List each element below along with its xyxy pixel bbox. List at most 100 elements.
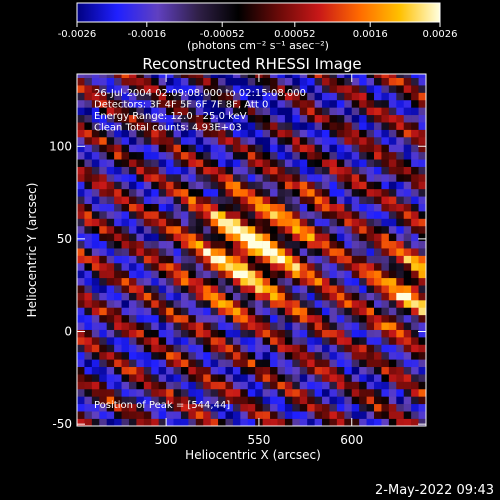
heatmap-cell xyxy=(143,151,152,160)
heatmap-cell xyxy=(99,225,108,234)
heatmap-cell xyxy=(99,359,108,368)
heatmap-cell xyxy=(418,129,426,138)
heatmap-cell xyxy=(374,188,382,197)
heatmap-cell xyxy=(284,300,293,308)
heatmap-cell xyxy=(277,144,286,153)
heatmap-cell xyxy=(284,122,293,130)
heatmap-cell xyxy=(388,129,397,138)
heatmap-cell xyxy=(307,181,315,190)
heatmap-cell xyxy=(143,300,152,308)
heatmap-cell xyxy=(255,218,263,227)
heatmap-cell xyxy=(121,144,130,153)
heatmap-cell xyxy=(84,262,93,271)
heatmap-cell xyxy=(173,248,182,256)
heatmap-cell xyxy=(374,388,382,397)
heatmap-cell xyxy=(270,144,278,153)
heatmap-cell xyxy=(77,329,85,338)
heatmap-cell xyxy=(284,366,293,375)
heatmap-cell xyxy=(284,285,293,293)
heatmap-cell xyxy=(403,136,412,145)
heatmap-cell xyxy=(411,314,419,323)
heatmap-cell xyxy=(284,277,293,286)
heatmap-cell xyxy=(329,218,338,227)
heatmap-cell xyxy=(195,181,204,190)
heatmap-cell xyxy=(84,196,93,204)
heatmap-cell xyxy=(218,366,226,375)
heatmap-cell xyxy=(255,174,263,182)
annotation-line: Detectors: 3F 4F 5F 6F 7F 8F, Att 0 xyxy=(94,100,268,111)
heatmap-cell xyxy=(359,218,367,227)
heatmap-cell xyxy=(188,240,197,249)
heatmap-cell xyxy=(188,374,197,382)
heatmap-cell xyxy=(366,203,375,212)
heatmap-cell xyxy=(388,255,397,264)
heatmap-cell xyxy=(292,174,301,182)
heatmap-cell xyxy=(151,337,159,345)
heatmap-cell xyxy=(225,388,234,397)
heatmap-cell xyxy=(418,196,426,204)
heatmap-cell xyxy=(314,366,323,375)
heatmap-cell xyxy=(114,174,122,182)
heatmap-cell xyxy=(411,366,419,375)
heatmap-cell xyxy=(151,218,159,227)
heatmap-cell xyxy=(84,344,93,353)
heatmap-cell xyxy=(388,151,397,160)
annotation-line: Clean Total counts: 4.93E+03 xyxy=(94,123,242,134)
heatmap-cell xyxy=(143,92,152,101)
heatmap-cell xyxy=(359,388,367,397)
heatmap-cell xyxy=(151,114,159,123)
heatmap-cell xyxy=(166,174,174,182)
heatmap-cell xyxy=(359,203,367,212)
heatmap-cell xyxy=(232,396,241,405)
heatmap-cell xyxy=(77,270,85,279)
heatmap-cell xyxy=(366,144,375,153)
heatmap-cell xyxy=(262,403,271,412)
heatmap-cell xyxy=(151,262,159,271)
heatmap-cell xyxy=(336,359,345,368)
heatmap-cell xyxy=(307,366,315,375)
heatmap-cell xyxy=(374,396,382,405)
heatmap-cell xyxy=(180,403,189,412)
heatmap-cell xyxy=(322,99,330,108)
heatmap-cell xyxy=(99,114,108,123)
heatmap-cell xyxy=(143,277,152,286)
heatmap-cell xyxy=(180,314,189,323)
heatmap-cell xyxy=(270,107,278,116)
heatmap-cell xyxy=(336,85,345,93)
heatmap-cell xyxy=(158,322,167,330)
heatmap-cell xyxy=(114,262,122,271)
heatmap-cell xyxy=(203,344,211,353)
heatmap-cell xyxy=(307,322,315,330)
heatmap-cell xyxy=(344,107,353,116)
heatmap-cell xyxy=(366,166,375,175)
heatmap-cell xyxy=(218,322,226,330)
heatmap-cell xyxy=(299,166,308,175)
heatmap-cell xyxy=(411,114,419,123)
heatmap-cell xyxy=(173,77,182,86)
heatmap-cell xyxy=(99,122,108,130)
heatmap-cell xyxy=(225,129,234,138)
heatmap-cell xyxy=(136,270,145,279)
heatmap-cell xyxy=(218,166,226,175)
heatmap-cell xyxy=(322,225,330,234)
heatmap-cell xyxy=(203,307,211,316)
heatmap-cell xyxy=(99,374,108,382)
heatmap-cell xyxy=(292,196,301,204)
heatmap-cell xyxy=(314,233,323,242)
heatmap-cell xyxy=(322,329,330,338)
heatmap-cell xyxy=(188,351,197,360)
heatmap-cell xyxy=(255,374,263,382)
heatmap-cell xyxy=(411,285,419,293)
heatmap-cell xyxy=(114,99,122,108)
heatmap-cell xyxy=(173,403,182,412)
heatmap-cell xyxy=(418,174,426,182)
heatmap-cell xyxy=(299,188,308,197)
heatmap-cell xyxy=(351,292,360,301)
heatmap-cell xyxy=(403,329,412,338)
heatmap-cell xyxy=(180,233,189,242)
heatmap-cell xyxy=(166,329,174,338)
heatmap-cell xyxy=(240,307,249,316)
heatmap-cell xyxy=(262,107,271,116)
heatmap-cell xyxy=(136,107,145,116)
heatmap-cell xyxy=(255,211,263,219)
